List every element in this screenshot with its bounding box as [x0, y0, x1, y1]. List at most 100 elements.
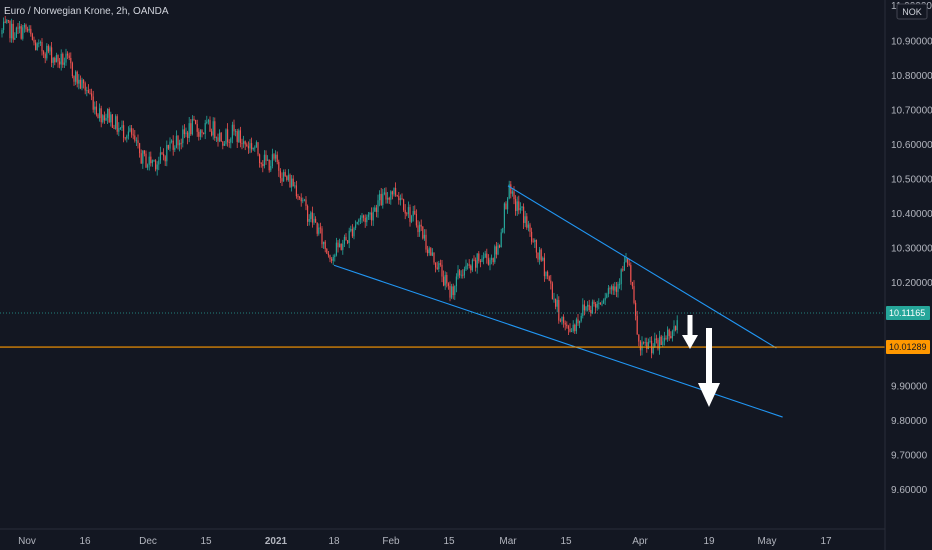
candle-body — [363, 215, 365, 218]
candle-body — [374, 207, 376, 212]
candle-body — [307, 205, 309, 222]
candle-body — [44, 54, 46, 59]
candle-body — [638, 334, 640, 342]
candle-body — [123, 125, 125, 138]
time-tick-label: Nov — [18, 536, 36, 547]
candle-body — [398, 196, 400, 201]
candle-body — [214, 121, 216, 138]
price-tick-label: 10.80000 — [891, 71, 932, 82]
candle-body — [404, 209, 406, 214]
time-tick-label: 2021 — [265, 536, 288, 547]
candle-body — [299, 196, 301, 198]
currency-button[interactable]: NOK — [896, 3, 928, 20]
candle-body — [468, 264, 470, 266]
candle-body — [78, 79, 80, 84]
candle-body — [193, 119, 195, 120]
time-tick-label: 18 — [328, 536, 340, 547]
candle-body — [364, 217, 366, 223]
candle-body — [591, 301, 593, 313]
candle-body — [460, 274, 462, 276]
candle-body — [639, 341, 641, 351]
arrow-down-small-icon[interactable] — [682, 315, 698, 349]
candle-body — [62, 53, 64, 65]
candle-body — [99, 108, 101, 119]
candle-body — [278, 161, 280, 171]
candle-body — [84, 83, 86, 91]
candle-body — [369, 212, 371, 215]
candle-body — [206, 121, 208, 124]
candle-body — [441, 264, 443, 277]
candle-body — [68, 55, 70, 58]
candle-body — [393, 187, 395, 195]
trendline-upper[interactable] — [507, 185, 777, 349]
candle-body — [559, 320, 561, 322]
candle-body — [660, 336, 662, 346]
price-axis[interactable]: 10.90000 10.80000 10.70000 10.60000 10.50000… — [891, 1, 932, 496]
candle-body — [39, 41, 41, 44]
candle-body — [620, 269, 622, 285]
candle-body — [566, 324, 568, 327]
candle-body — [503, 203, 505, 229]
candle-body — [635, 302, 637, 316]
candle-body — [471, 259, 473, 271]
candle-body — [502, 228, 504, 233]
candle-body — [158, 160, 160, 165]
candle-body — [172, 140, 174, 150]
candle-body — [89, 92, 91, 94]
svg-text:10.11165: 10.11165 — [889, 308, 925, 318]
candle-body — [494, 246, 496, 263]
candle-body — [457, 270, 459, 277]
candle-body — [420, 224, 422, 227]
candle-body — [383, 192, 385, 194]
arrow-down-large-icon[interactable] — [698, 328, 720, 407]
candle-body — [529, 224, 531, 232]
candle-body — [521, 206, 523, 209]
candle-body — [593, 301, 595, 304]
candle-body — [49, 47, 51, 52]
candle-body — [6, 20, 8, 23]
candle-body — [73, 76, 75, 82]
candle-body — [100, 108, 102, 123]
price-tick-label: 10.20000 — [891, 278, 932, 289]
candle-body — [340, 243, 342, 250]
candle-body — [564, 322, 566, 325]
candle-body — [15, 27, 17, 38]
candle-body — [159, 152, 161, 161]
candle-body — [126, 136, 128, 139]
candle-body — [377, 200, 379, 213]
candle-body — [515, 199, 517, 212]
svg-text:10.01289: 10.01289 — [889, 342, 927, 352]
candle-body — [147, 164, 149, 168]
candle-body — [41, 41, 43, 52]
candle-body — [287, 174, 289, 180]
candle-body — [646, 342, 648, 350]
candle-body — [585, 306, 587, 311]
candle-body — [252, 147, 254, 150]
candle-body — [431, 252, 433, 256]
candle-body — [227, 129, 229, 142]
time-axis[interactable]: Nov 16 Dec 15 2021 18 Feb 15 Mar 15 Apr 19 May 17 — [18, 536, 832, 547]
candle-body — [38, 43, 40, 44]
candle-body — [630, 265, 632, 282]
candle-body — [60, 53, 62, 65]
candle-body — [478, 253, 480, 261]
candle-body — [652, 346, 654, 354]
candle-body — [239, 130, 241, 143]
price-tick-label: 9.60000 — [891, 485, 928, 496]
candle-body — [542, 257, 544, 261]
candle-body — [412, 210, 414, 217]
candle-body — [260, 163, 262, 164]
candle-body — [142, 150, 144, 164]
candle-body — [243, 141, 245, 144]
candle-body — [43, 51, 45, 55]
candle-body — [531, 231, 533, 242]
candle-body — [294, 185, 296, 187]
candle-body — [579, 320, 581, 324]
candle-body — [35, 42, 37, 51]
candle-body — [166, 145, 168, 162]
candle-body — [137, 140, 139, 144]
candle-body — [47, 45, 49, 52]
candle-body — [265, 154, 267, 161]
